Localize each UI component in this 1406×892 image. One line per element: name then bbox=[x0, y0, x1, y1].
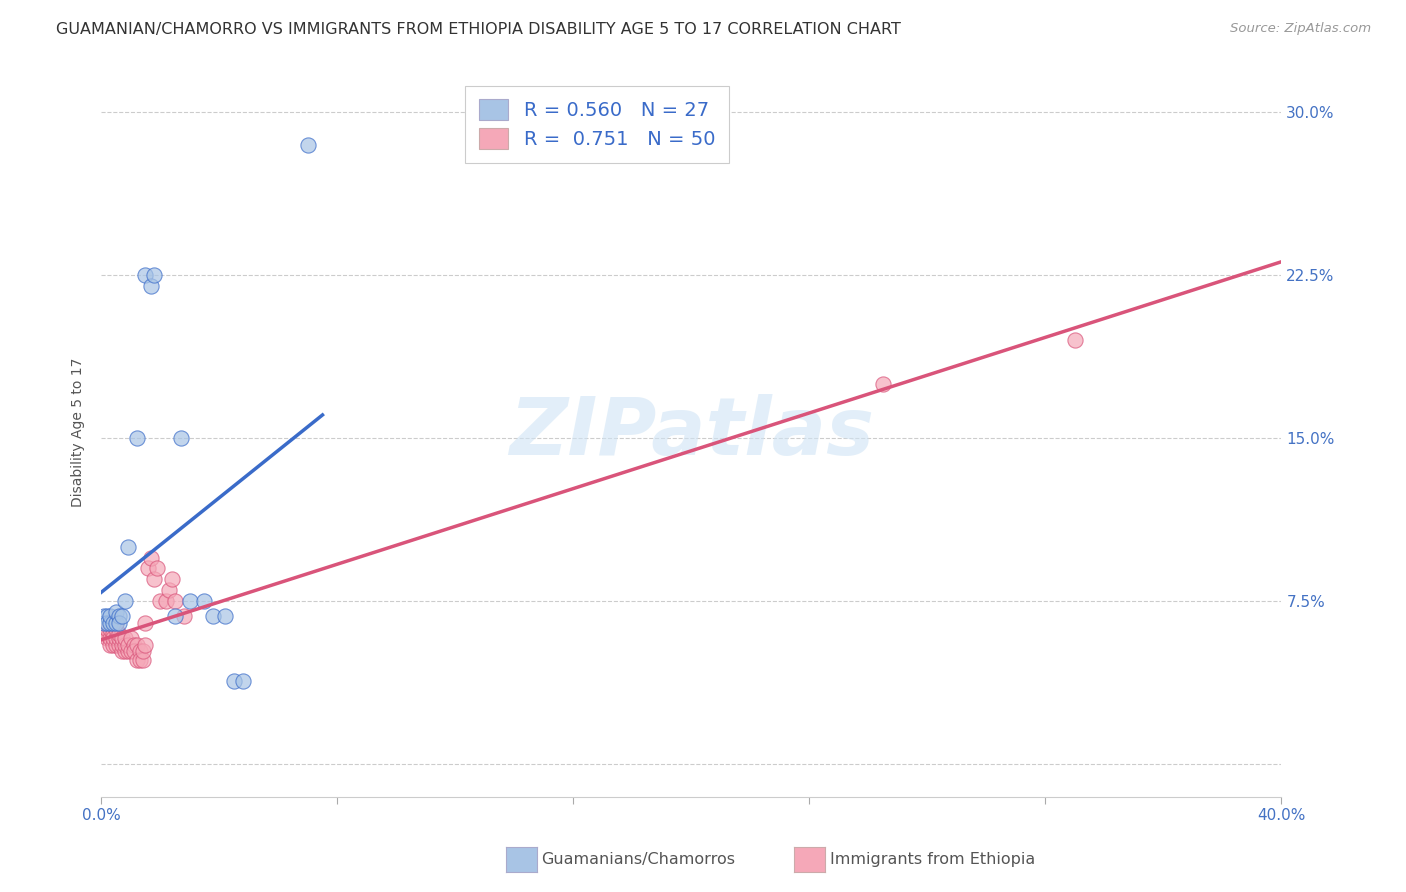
Point bbox=[117, 540, 139, 554]
Point bbox=[98, 623, 121, 637]
Point bbox=[143, 268, 166, 282]
Point bbox=[131, 644, 153, 658]
Point bbox=[163, 609, 186, 624]
Point bbox=[111, 644, 134, 658]
Point bbox=[98, 609, 121, 624]
Legend: R = 0.560   N = 27, R =  0.751   N = 50: R = 0.560 N = 27, R = 0.751 N = 50 bbox=[465, 86, 728, 163]
Point bbox=[163, 594, 186, 608]
Point bbox=[114, 594, 136, 608]
Point bbox=[128, 653, 150, 667]
Point bbox=[117, 638, 139, 652]
Point bbox=[222, 674, 245, 689]
Point bbox=[202, 609, 225, 624]
Text: Guamanians/Chamorros: Guamanians/Chamorros bbox=[541, 853, 735, 867]
Point bbox=[101, 631, 124, 645]
Point bbox=[114, 638, 136, 652]
Point bbox=[96, 626, 118, 640]
Point bbox=[96, 609, 118, 624]
Point bbox=[120, 631, 142, 645]
Point bbox=[101, 615, 124, 630]
Point bbox=[117, 644, 139, 658]
Point bbox=[111, 638, 134, 652]
Point bbox=[108, 638, 131, 652]
Point bbox=[134, 638, 156, 652]
Point bbox=[134, 268, 156, 282]
Point bbox=[160, 572, 183, 586]
Text: Source: ZipAtlas.com: Source: ZipAtlas.com bbox=[1230, 22, 1371, 36]
Point bbox=[108, 615, 131, 630]
Point bbox=[98, 615, 121, 630]
Point bbox=[108, 626, 131, 640]
Text: GUAMANIAN/CHAMORRO VS IMMIGRANTS FROM ETHIOPIA DISABILITY AGE 5 TO 17 CORRELATIO: GUAMANIAN/CHAMORRO VS IMMIGRANTS FROM ET… bbox=[56, 22, 901, 37]
Point bbox=[141, 278, 163, 293]
Point bbox=[120, 644, 142, 658]
Point bbox=[93, 626, 115, 640]
Text: ZIPatlas: ZIPatlas bbox=[509, 393, 873, 472]
Point bbox=[141, 550, 163, 565]
Point bbox=[114, 644, 136, 658]
Point bbox=[104, 623, 127, 637]
Point bbox=[297, 137, 319, 152]
Point bbox=[134, 615, 156, 630]
Point bbox=[128, 644, 150, 658]
Point bbox=[101, 638, 124, 652]
Point bbox=[214, 609, 236, 624]
Point bbox=[122, 644, 145, 658]
Point bbox=[173, 609, 195, 624]
Point bbox=[146, 561, 169, 575]
Point bbox=[193, 594, 215, 608]
Point bbox=[93, 609, 115, 624]
Point bbox=[155, 594, 177, 608]
Point bbox=[149, 594, 172, 608]
Point bbox=[143, 572, 166, 586]
Point bbox=[93, 615, 115, 630]
Point bbox=[108, 609, 131, 624]
Point bbox=[104, 615, 127, 630]
Text: Immigrants from Ethiopia: Immigrants from Ethiopia bbox=[830, 853, 1035, 867]
Point bbox=[104, 631, 127, 645]
Point bbox=[157, 583, 180, 598]
Point bbox=[104, 615, 127, 630]
Point bbox=[98, 631, 121, 645]
Point bbox=[138, 561, 160, 575]
Point bbox=[101, 626, 124, 640]
Point bbox=[125, 431, 148, 445]
Y-axis label: Disability Age 5 to 17: Disability Age 5 to 17 bbox=[72, 358, 86, 508]
Point bbox=[170, 431, 193, 445]
Point bbox=[232, 674, 254, 689]
Point bbox=[125, 653, 148, 667]
Point bbox=[111, 609, 134, 624]
Point bbox=[111, 631, 134, 645]
Point bbox=[98, 638, 121, 652]
Point bbox=[179, 594, 201, 608]
Point bbox=[108, 631, 131, 645]
Point bbox=[872, 376, 894, 391]
Point bbox=[114, 631, 136, 645]
Point bbox=[96, 623, 118, 637]
Point bbox=[131, 653, 153, 667]
Point bbox=[96, 615, 118, 630]
Point bbox=[1063, 333, 1085, 347]
Point bbox=[93, 615, 115, 630]
Point bbox=[96, 631, 118, 645]
Point bbox=[104, 605, 127, 619]
Point bbox=[125, 638, 148, 652]
Point bbox=[104, 638, 127, 652]
Point bbox=[122, 638, 145, 652]
